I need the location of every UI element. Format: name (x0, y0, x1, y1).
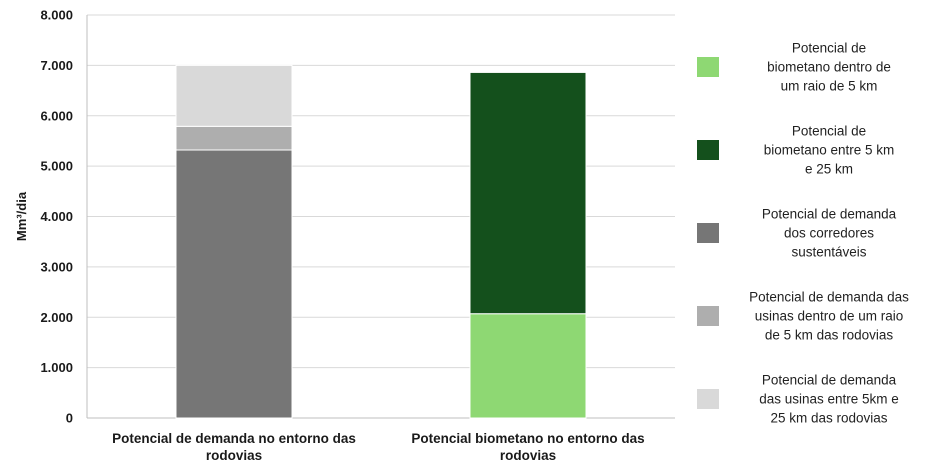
y-tick-label: 1.000 (40, 360, 73, 375)
y-tick-label: 3.000 (40, 259, 73, 274)
legend-label: biometano entre 5 km (764, 143, 895, 158)
legend-label: dos corredores (784, 226, 874, 241)
x-category-label: rodovias (206, 448, 262, 463)
bar-segment (175, 149, 293, 419)
legend-label: e 25 km (805, 162, 853, 177)
bar-segment (469, 313, 587, 419)
bar-segment (175, 64, 293, 127)
legend-label: biometano dentro de (767, 60, 891, 75)
legend-label: Potencial de demanda das (749, 290, 909, 305)
bar-segment (469, 71, 587, 315)
legend-label: das usinas entre 5km e (759, 392, 899, 407)
y-tick-label: 5.000 (40, 159, 73, 174)
legend-label: sustentáveis (791, 245, 866, 260)
y-tick-label: 4.000 (40, 209, 73, 224)
legend-label: Potencial de (792, 124, 866, 139)
x-category-label: rodovias (500, 448, 556, 463)
legend-swatch (697, 306, 719, 326)
y-tick-label: 2.000 (40, 310, 73, 325)
legend-label: Potencial de demanda (762, 207, 897, 222)
legend-label: Potencial de (792, 41, 866, 56)
legend-label: Potencial de demanda (762, 373, 897, 388)
legend-label: de 5 km das rodovias (765, 328, 894, 343)
legend-label: um raio de 5 km (781, 79, 878, 94)
legend-label: 25 km das rodovias (770, 411, 887, 426)
legend-swatch (697, 140, 719, 160)
y-tick-label: 8.000 (40, 8, 73, 23)
x-category-label: Potencial de demanda no entorno das (112, 431, 356, 446)
y-axis-title: Mm³/dia (14, 191, 29, 241)
bar-segment (175, 125, 293, 151)
y-tick-label: 7.000 (40, 58, 73, 73)
y-tick-label: 0 (66, 411, 73, 426)
legend-swatch (697, 389, 719, 409)
legend-label: usinas dentro de um raio (755, 309, 904, 324)
legend-swatch (697, 223, 719, 243)
x-category-label: Potencial biometano no entorno das (411, 431, 644, 446)
legend-swatch (697, 57, 719, 77)
y-tick-label: 6.000 (40, 108, 73, 123)
